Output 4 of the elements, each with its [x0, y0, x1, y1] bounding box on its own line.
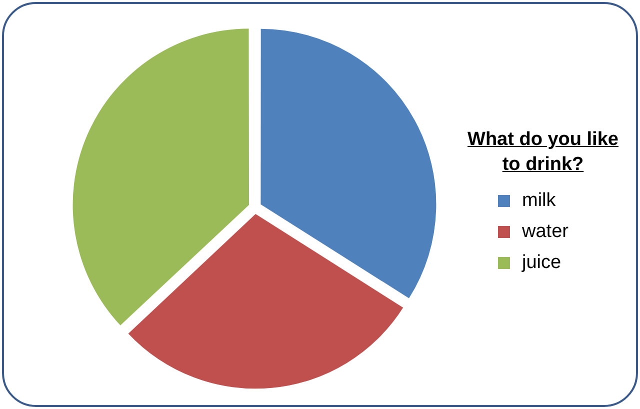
legend-label: milk: [522, 190, 556, 212]
legend-label: juice: [522, 252, 562, 274]
legend-title: What do you like to drink?: [466, 128, 620, 177]
legend-label: water: [522, 220, 568, 242]
